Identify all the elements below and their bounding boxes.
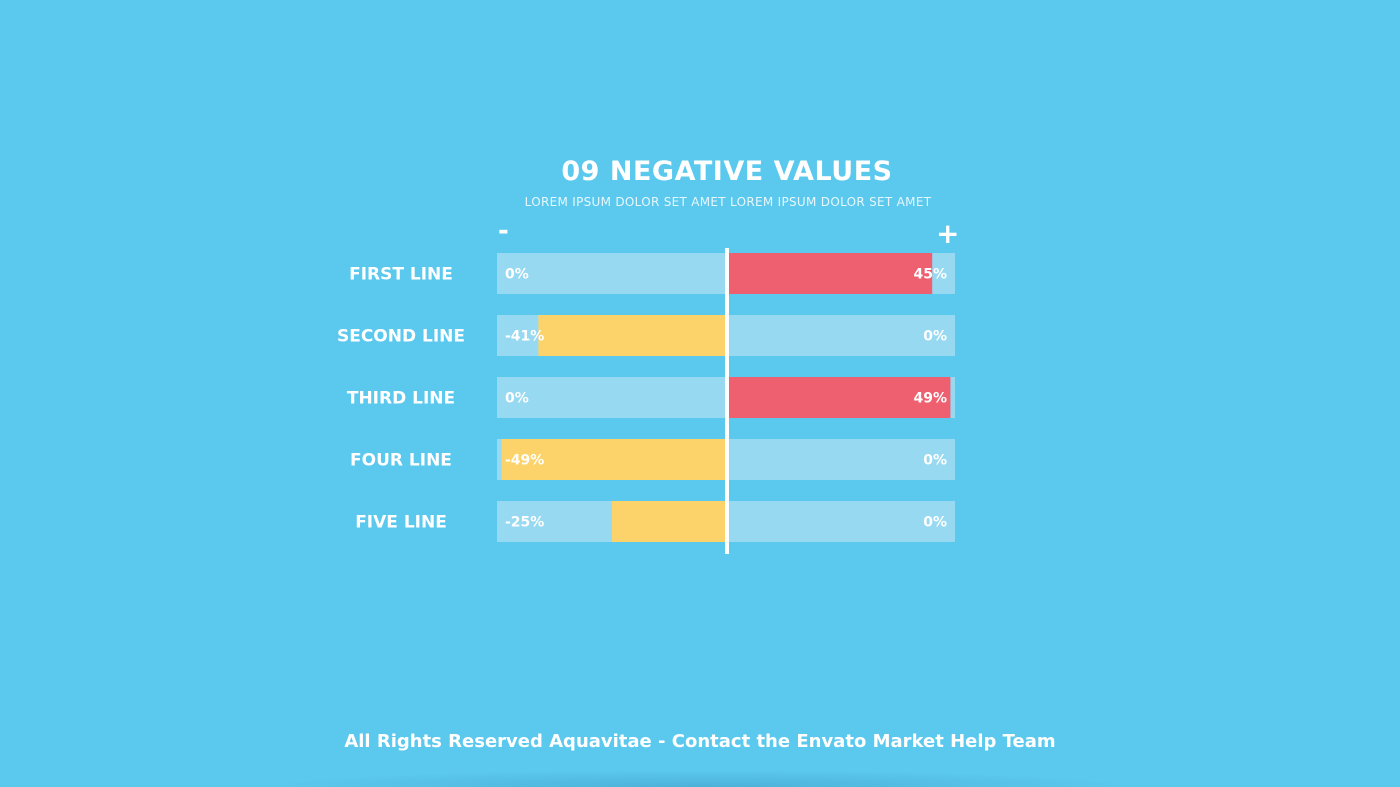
positive-value-label: 0%: [923, 329, 947, 345]
positive-value-label: 45%: [913, 267, 947, 283]
category-label: SECOND LINE: [337, 327, 465, 347]
category-label: FOUR LINE: [350, 451, 452, 471]
footer-text: All Rights Reserved Aquavitae - Contact …: [344, 731, 1056, 752]
bar-positive: [727, 253, 933, 294]
bottom-shadow: [260, 770, 1140, 787]
negative-value-label: -49%: [505, 453, 544, 469]
zero-axis-line: [725, 248, 729, 554]
bar-negative: [501, 439, 727, 480]
negative-value-label: -25%: [505, 515, 544, 531]
positive-value-label: 49%: [913, 391, 947, 407]
positive-value-label: 0%: [923, 453, 947, 469]
category-label: FIRST LINE: [349, 265, 453, 285]
plus-icon: +: [936, 217, 960, 250]
bar-negative: [538, 315, 727, 356]
bar-positive: [727, 377, 951, 418]
negative-value-label: 0%: [505, 391, 529, 407]
chart-title: 09 NEGATIVE VALUES: [561, 156, 893, 187]
negative-value-label: -41%: [505, 329, 544, 345]
category-label: THIRD LINE: [347, 389, 455, 409]
category-label: FIVE LINE: [355, 513, 447, 533]
bar-negative: [612, 501, 727, 542]
minus-icon: -: [498, 216, 509, 246]
negative-value-label: 0%: [505, 267, 529, 283]
chart-subtitle: LOREM IPSUM DOLOR SET AMET LOREM IPSUM D…: [524, 195, 932, 209]
positive-value-label: 0%: [923, 515, 947, 531]
